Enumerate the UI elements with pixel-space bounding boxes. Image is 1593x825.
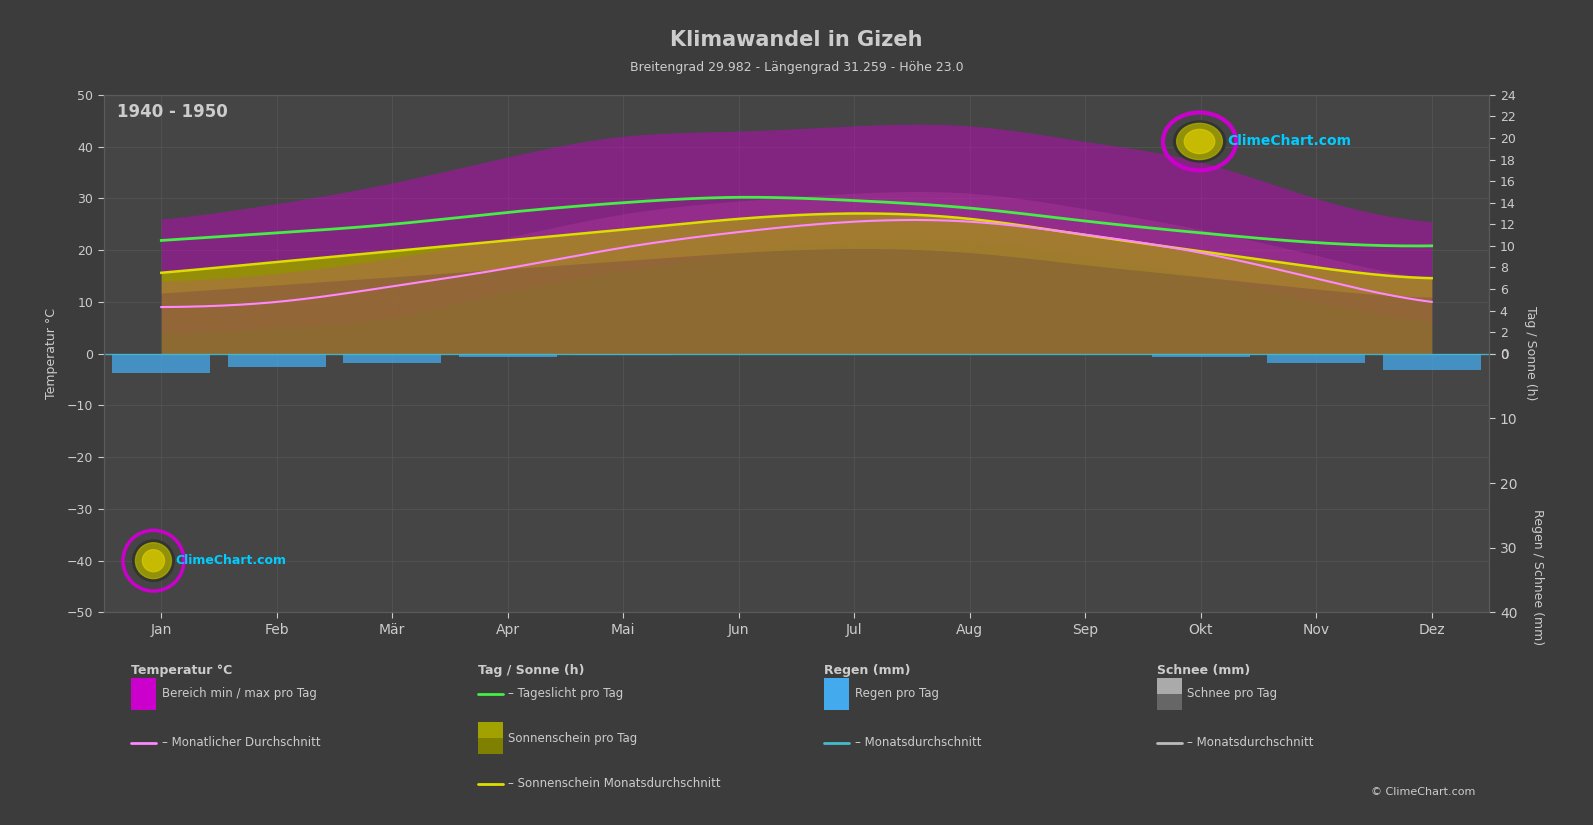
Text: Schnee pro Tag: Schnee pro Tag — [1187, 687, 1278, 700]
Text: Bereich min / max pro Tag: Bereich min / max pro Tag — [162, 687, 317, 700]
Bar — [1266, 354, 1365, 363]
Text: Breitengrad 29.982 - Längengrad 31.259 - Höhe 23.0: Breitengrad 29.982 - Längengrad 31.259 -… — [629, 61, 964, 74]
Text: Regen pro Tag: Regen pro Tag — [855, 687, 938, 700]
Text: Klimawandel in Gizeh: Klimawandel in Gizeh — [671, 30, 922, 50]
Text: Tag / Sonne (h): Tag / Sonne (h) — [478, 664, 585, 677]
Bar — [478, 722, 503, 754]
Bar — [824, 677, 849, 710]
Bar — [1383, 354, 1481, 370]
Bar — [1152, 354, 1251, 357]
Y-axis label: Tag / Sonne (h): Tag / Sonne (h) — [1523, 306, 1537, 401]
Text: – Sonnenschein Monatsdurchschnitt: – Sonnenschein Monatsdurchschnitt — [508, 777, 722, 790]
Text: Regen (mm): Regen (mm) — [824, 664, 911, 677]
Text: 1940 - 1950: 1940 - 1950 — [118, 102, 228, 120]
Bar — [342, 354, 441, 363]
Text: – Monatsdurchschnitt: – Monatsdurchschnitt — [1187, 736, 1314, 749]
Bar — [478, 722, 503, 738]
Bar — [131, 677, 156, 710]
Text: Sonnenschein pro Tag: Sonnenschein pro Tag — [508, 732, 637, 745]
Text: – Monatlicher Durchschnitt: – Monatlicher Durchschnitt — [162, 736, 320, 749]
Bar — [1157, 677, 1182, 710]
Bar — [112, 354, 210, 373]
Text: © ClimeChart.com: © ClimeChart.com — [1372, 787, 1475, 797]
Text: – Tageslicht pro Tag: – Tageslicht pro Tag — [508, 687, 623, 700]
Bar — [1157, 694, 1182, 710]
Text: – Monatsdurchschnitt: – Monatsdurchschnitt — [855, 736, 981, 749]
Bar — [573, 354, 672, 355]
Text: Regen / Schnee (mm): Regen / Schnee (mm) — [1531, 509, 1544, 645]
Y-axis label: Temperatur °C: Temperatur °C — [45, 309, 59, 399]
Text: Schnee (mm): Schnee (mm) — [1157, 664, 1251, 677]
Bar — [228, 354, 327, 366]
Bar — [459, 354, 558, 357]
Text: Temperatur °C: Temperatur °C — [131, 664, 233, 677]
